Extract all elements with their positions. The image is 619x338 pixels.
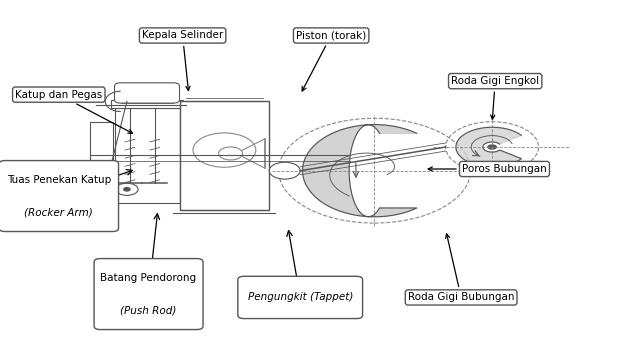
Polygon shape — [456, 127, 521, 167]
Text: Pengungkit (Tappet): Pengungkit (Tappet) — [248, 292, 353, 303]
FancyBboxPatch shape — [0, 161, 119, 232]
Text: Tuas Penekan Katup: Tuas Penekan Katup — [7, 175, 111, 185]
Bar — [115, 108, 180, 203]
Bar — [180, 101, 269, 210]
Polygon shape — [303, 125, 417, 217]
Bar — [111, 100, 183, 108]
Text: Batang Pendorong: Batang Pendorong — [100, 273, 197, 283]
FancyBboxPatch shape — [238, 276, 363, 318]
Text: Poros Bubungan: Poros Bubungan — [428, 164, 547, 174]
Text: Roda Gigi Engkol: Roda Gigi Engkol — [451, 76, 539, 119]
FancyBboxPatch shape — [94, 259, 203, 330]
Circle shape — [487, 144, 497, 150]
Text: Piston (torak): Piston (torak) — [296, 30, 366, 91]
Circle shape — [269, 162, 300, 179]
Text: (Push Rod): (Push Rod) — [120, 305, 177, 315]
FancyBboxPatch shape — [115, 83, 180, 103]
Circle shape — [124, 188, 130, 191]
Text: (Rocker Arm): (Rocker Arm) — [24, 207, 93, 217]
Text: Kepala Selinder: Kepala Selinder — [142, 30, 223, 91]
Text: Roda Gigi Bubungan: Roda Gigi Bubungan — [408, 234, 514, 303]
Text: Katup dan Pegas: Katup dan Pegas — [15, 90, 132, 133]
Bar — [90, 122, 113, 183]
